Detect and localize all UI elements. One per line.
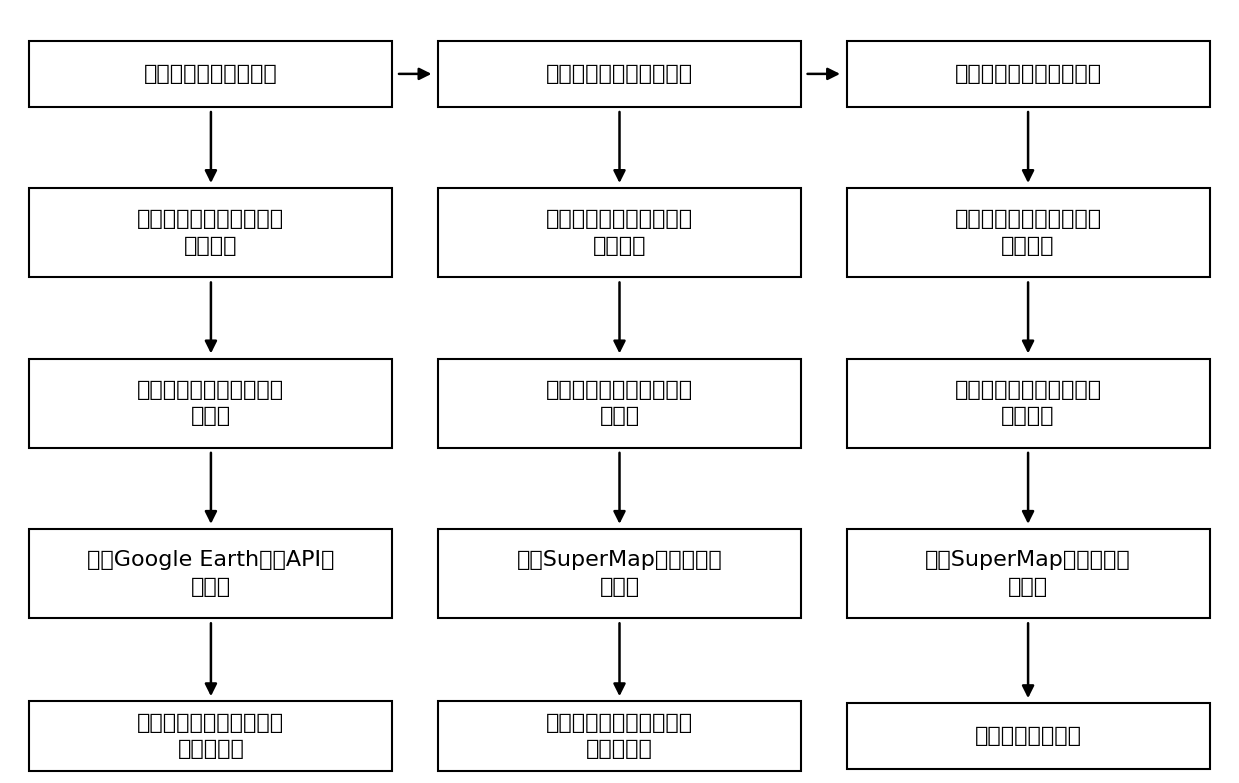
FancyBboxPatch shape	[437, 359, 802, 448]
FancyBboxPatch shape	[846, 188, 1209, 277]
Text: 灾区地理信息处理评估: 灾区地理信息处理评估	[144, 64, 278, 84]
FancyBboxPatch shape	[30, 359, 393, 448]
FancyBboxPatch shape	[437, 702, 802, 771]
Text: 受灾人员疑似点信息评估: 受灾人员疑似点信息评估	[546, 64, 693, 84]
Text: 规划多无人机协同疑似点
搜寻航迹: 规划多无人机协同疑似点 搜寻航迹	[546, 210, 693, 256]
FancyBboxPatch shape	[30, 41, 393, 106]
Text: 规划多有人机协同关键点
搜寻航迹: 规划多有人机协同关键点 搜寻航迹	[954, 210, 1101, 256]
FancyBboxPatch shape	[30, 188, 393, 277]
Text: 调用SuperMap飞行模拟演
示预案: 调用SuperMap飞行模拟演 示预案	[926, 550, 1131, 597]
Text: 调用Google Earth模拟API演
示预案: 调用Google Earth模拟API演 示预案	[87, 550, 335, 597]
FancyBboxPatch shape	[30, 702, 393, 771]
FancyBboxPatch shape	[846, 703, 1209, 769]
Text: 实施预案并获取受灾人员
疑似点信息: 实施预案并获取受灾人员 疑似点信息	[138, 713, 285, 760]
Text: 受灾人员关键点信息评估: 受灾人员关键点信息评估	[954, 64, 1101, 84]
Text: 调用SuperMap飞行模拟演
示预案: 调用SuperMap飞行模拟演 示预案	[517, 550, 722, 597]
FancyBboxPatch shape	[846, 359, 1209, 448]
Text: 实施预案并获取受灾人员
关键点信息: 实施预案并获取受灾人员 关键点信息	[546, 713, 693, 760]
FancyBboxPatch shape	[846, 529, 1209, 618]
Text: 规划多无人机协同覆盖式
搜寻航迹: 规划多无人机协同覆盖式 搜寻航迹	[138, 210, 285, 256]
FancyBboxPatch shape	[846, 41, 1209, 106]
FancyBboxPatch shape	[437, 188, 802, 277]
Text: 实施应急搜救预案: 实施应急搜救预案	[975, 726, 1082, 746]
Text: 得到多无人协同疑似点搜
寻预案: 得到多无人协同疑似点搜 寻预案	[546, 380, 693, 426]
Text: 得到多有人机协同关键点
搜救预案: 得到多有人机协同关键点 搜救预案	[954, 380, 1101, 426]
Text: 得到多无人协同覆盖式搜
寻预案: 得到多无人协同覆盖式搜 寻预案	[138, 380, 285, 426]
FancyBboxPatch shape	[437, 529, 802, 618]
FancyBboxPatch shape	[437, 41, 802, 106]
FancyBboxPatch shape	[30, 529, 393, 618]
